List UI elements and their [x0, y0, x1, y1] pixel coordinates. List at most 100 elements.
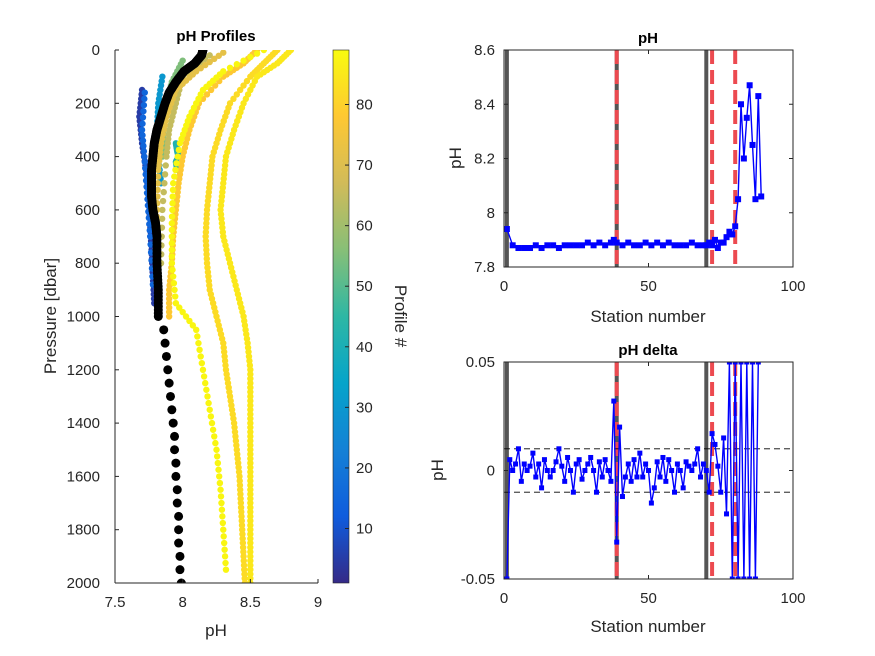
profile-point: [165, 291, 173, 298]
ph-delta-marker: [674, 461, 680, 467]
ph-delta-marker: [724, 511, 730, 517]
profile-point: [140, 101, 148, 109]
profile-point: [159, 197, 167, 205]
reference-point: [175, 565, 185, 575]
profile-point: [247, 375, 254, 382]
ph-marker: [573, 242, 580, 249]
ph-delta-series-line: [506, 362, 759, 579]
profile-point: [247, 366, 254, 373]
profile-point: [168, 213, 176, 220]
ph-delta-marker: [686, 463, 692, 469]
ph-delta-marker: [596, 459, 602, 465]
profile-point: [205, 399, 212, 407]
profile-point: [247, 442, 254, 449]
profile-point: [204, 393, 211, 400]
profile-point: [219, 519, 227, 527]
profile-point: [220, 539, 228, 547]
ph-delta-marker: [576, 457, 582, 463]
ph-marker: [636, 242, 643, 249]
profile-point: [240, 57, 247, 64]
ph-marker: [532, 242, 539, 249]
reference-point: [170, 431, 180, 441]
ph-delta-marker: [536, 461, 542, 467]
reference-point: [161, 351, 171, 361]
ph-delta-ylabel: pH: [428, 459, 447, 481]
ph-x-tick-label: 50: [640, 278, 657, 295]
ph-delta-x-tick-label: 0: [500, 590, 508, 607]
profile-point: [247, 468, 254, 476]
ph-delta-x-tick-label: 50: [640, 590, 657, 607]
profile-point: [222, 559, 229, 567]
ph-delta-x-tick-label: 100: [780, 590, 805, 607]
colorbar-tick-label: 50: [356, 278, 373, 295]
profile-point: [171, 286, 178, 294]
profile-point: [208, 419, 216, 427]
profile-point: [163, 153, 170, 160]
profile-point: [212, 439, 219, 447]
profile-point: [206, 406, 213, 413]
profile-point: [247, 504, 254, 511]
ph-delta-marker: [527, 463, 533, 469]
profiles-ylabel: Pressure [dbar]: [41, 258, 60, 374]
profile-point: [206, 52, 213, 59]
profile-point: [169, 180, 177, 187]
ph-delta-marker: [738, 362, 744, 365]
ph-delta-marker: [752, 576, 758, 579]
profile-point: [247, 393, 254, 400]
ph-marker: [752, 196, 759, 203]
profile-point: [216, 479, 224, 487]
reference-point: [163, 365, 173, 375]
profile-point: [160, 188, 167, 196]
ph-delta-marker: [712, 441, 718, 447]
colorbar-tick-label: 70: [356, 157, 373, 174]
colorbar-tick-label: 20: [356, 460, 373, 477]
ph-marker: [740, 155, 747, 162]
ph-y-tick-label: 8: [487, 205, 495, 222]
profile-point: [230, 95, 237, 103]
profiles-y-tick-label: 1000: [67, 309, 100, 326]
profile-point: [247, 513, 254, 520]
ph-delta-marker: [735, 576, 741, 579]
ph-delta-marker: [617, 424, 623, 430]
profile-point: [146, 233, 154, 240]
profile-point: [243, 77, 251, 85]
profile-point: [203, 91, 211, 98]
profile-point: [165, 304, 173, 311]
ph-delta-marker: [680, 485, 686, 491]
ph-marker: [527, 245, 534, 252]
profile-point: [247, 539, 254, 547]
ph-delta-marker: [700, 461, 706, 467]
ph-y-tick-label: 8.2: [474, 151, 495, 168]
profiles-y-tick-label: 1200: [67, 362, 100, 379]
profile-point: [165, 313, 173, 320]
profile-point: [220, 526, 227, 533]
ph-marker: [550, 242, 557, 249]
profiles-y-tick-label: 2000: [67, 575, 100, 592]
ph-delta-marker: [744, 362, 750, 365]
ph-marker: [619, 242, 626, 249]
profile-point: [139, 120, 146, 127]
profiles-title: pH Profiles: [176, 28, 255, 45]
profile-point: [174, 153, 181, 160]
ph-marker: [659, 242, 666, 249]
profile-point: [247, 450, 254, 458]
ph-marker: [677, 242, 684, 249]
profile-point: [203, 386, 210, 393]
ph-delta-marker: [553, 459, 559, 465]
profiles-y-tick-label: 400: [75, 149, 100, 166]
ph-y-tick-label: 8.6: [474, 42, 495, 59]
profile-point: [161, 180, 168, 187]
ph-delta-marker: [755, 362, 761, 365]
reference-point: [164, 378, 174, 388]
profile-point: [247, 544, 254, 551]
profile-point: [140, 148, 148, 155]
profile-point: [186, 317, 193, 325]
reference-point: [159, 325, 169, 335]
profiles-x-tick-label: 9: [314, 594, 322, 611]
ph-delta-marker: [750, 362, 756, 365]
ph-delta-marker: [619, 494, 625, 500]
profile-point: [200, 373, 208, 380]
profile-point: [146, 227, 153, 234]
ph-marker: [538, 245, 545, 252]
profiles-panel: 7.5 8 8.5 9 0 200 400 600 800 1000 1200 1400 1600 180…: [41, 28, 322, 640]
